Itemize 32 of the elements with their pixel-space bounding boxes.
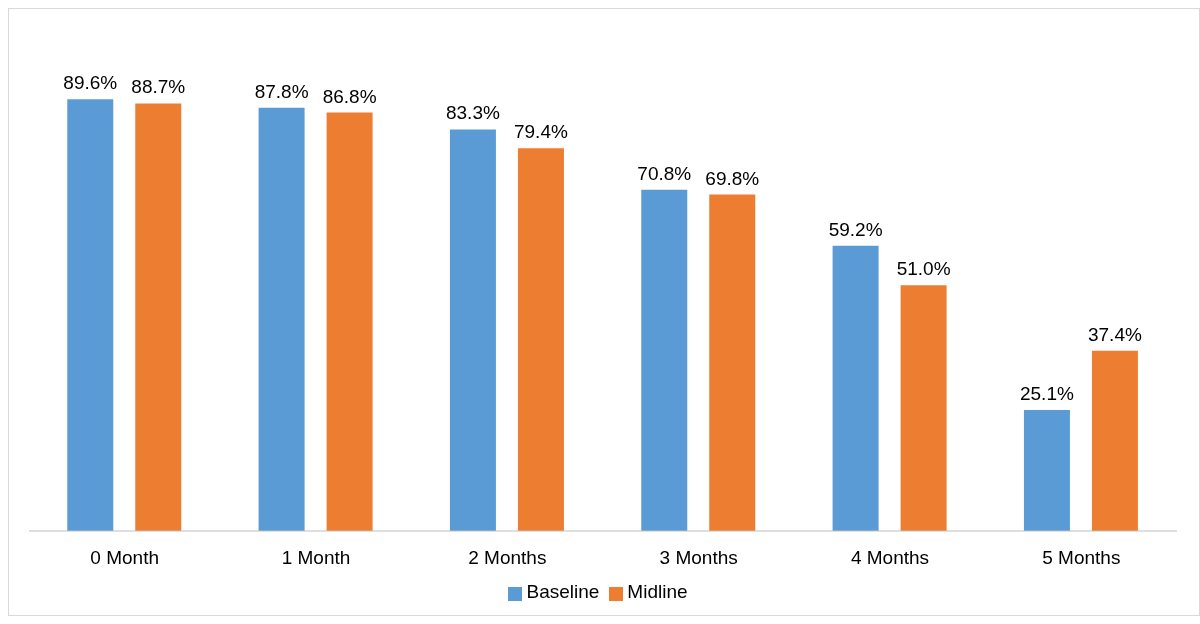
bar [326,112,373,531]
data-label: 59.2% [828,218,883,240]
data-label: 86.8% [322,85,377,107]
data-label: 88.7% [131,76,186,98]
x-tick-label: 0 Month [90,547,159,569]
data-label: 69.8% [705,167,760,189]
bar [709,194,756,531]
data-label: 51.0% [896,258,951,280]
x-tick-label: 1 Month [281,547,351,569]
data-label: 37.4% [1088,323,1142,345]
bar [900,285,947,531]
data-label: 79.4% [514,121,568,143]
x-tick-label: 5 Months [1042,547,1121,569]
bar [67,99,114,531]
data-label: 87.8% [254,80,309,102]
bar [517,148,564,531]
bar [135,103,182,531]
legend-label: Baseline [526,581,600,602]
data-label: 25.1% [1020,383,1074,405]
x-tick-label: 4 Months [850,547,930,569]
bar [258,107,305,531]
x-tick-label: 3 Months [659,547,738,569]
bar [1091,350,1138,531]
data-label: 83.3% [446,102,500,124]
bar [1023,410,1070,531]
x-tick-label: 2 Months [468,547,547,569]
bar [832,245,879,531]
legend-label: Midline [627,581,688,602]
data-label: 89.6% [63,72,118,94]
bar [641,189,688,531]
bar [449,129,496,531]
data-label: 70.8% [637,162,692,184]
